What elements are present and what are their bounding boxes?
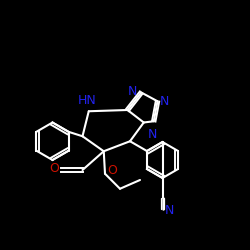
Text: N: N	[160, 95, 170, 108]
Text: N: N	[148, 128, 157, 140]
Text: N: N	[128, 85, 137, 98]
Text: N: N	[164, 204, 174, 216]
Text: O: O	[50, 162, 59, 175]
Text: O: O	[107, 164, 117, 177]
Text: HN: HN	[78, 94, 97, 107]
